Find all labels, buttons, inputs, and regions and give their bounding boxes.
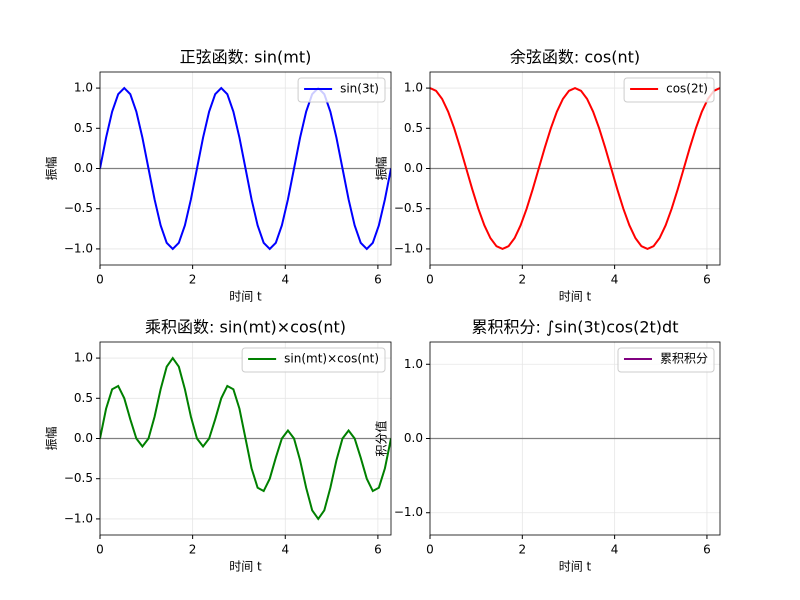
subplot-title: 正弦函数: sin(mt) xyxy=(180,48,312,67)
y-tick-label: −1.0 xyxy=(64,241,93,255)
y-tick-label: 1.0 xyxy=(404,357,423,371)
x-tick-label: 2 xyxy=(189,543,197,557)
line xyxy=(100,356,391,521)
x-tick-label: 0 xyxy=(426,273,434,287)
legend-label: 累积积分 xyxy=(660,352,708,366)
axes-frame xyxy=(429,341,721,536)
y-tick-label: 0.0 xyxy=(404,431,423,445)
x-axis-label: 时间 t xyxy=(559,290,592,304)
x-tick-label: 6 xyxy=(703,543,711,557)
x-tick-label: 0 xyxy=(96,273,104,287)
x-axis-label: 时间 t xyxy=(559,560,592,574)
x-tick-label: 4 xyxy=(611,273,619,287)
axes-frame xyxy=(429,71,721,266)
axes-frame xyxy=(99,71,392,266)
x-tick-label: 0 xyxy=(96,543,104,557)
x-tick-label: 0 xyxy=(426,543,434,557)
y-tick-label: 0.5 xyxy=(404,121,423,135)
legend-box xyxy=(617,347,715,373)
x-tick-label: 4 xyxy=(611,543,619,557)
y-axis-label: 振幅 xyxy=(44,156,59,180)
line xyxy=(430,86,720,251)
x-axis-label: 时间 t xyxy=(229,560,262,574)
y-tick-label: −0.5 xyxy=(64,471,93,485)
y-tick-label: 1.0 xyxy=(404,81,423,95)
y-tick-label: 0.0 xyxy=(74,431,93,445)
x-tick-label: 6 xyxy=(703,273,711,287)
x-tick-label: 2 xyxy=(518,273,526,287)
y-tick-label: −0.5 xyxy=(64,201,93,215)
legend-label: sin(3t) xyxy=(340,82,379,96)
legend-label: cos(2t) xyxy=(666,82,708,96)
x-tick-label: 4 xyxy=(281,543,289,557)
x-tick-label: 6 xyxy=(374,273,382,287)
y-tick-label: 1.0 xyxy=(74,351,93,365)
y-tick-label: −1.0 xyxy=(394,241,423,255)
legend-box xyxy=(623,77,715,103)
subplot-title: 累积积分: ∫sin(3t)cos(2t)dt xyxy=(472,318,679,337)
y-axis-label: 振幅 xyxy=(374,156,389,180)
y-tick-label: −1.0 xyxy=(64,511,93,525)
line xyxy=(100,86,391,251)
subplot-title: 余弦函数: cos(nt) xyxy=(510,48,640,67)
x-tick-label: 2 xyxy=(518,543,526,557)
axes-frame xyxy=(99,341,392,536)
y-tick-label: 0.0 xyxy=(74,161,93,175)
subplot-title: 乘积函数: sin(mt)×cos(nt) xyxy=(145,318,346,337)
x-tick-label: 2 xyxy=(189,273,197,287)
x-tick-label: 6 xyxy=(374,543,382,557)
y-tick-label: −0.5 xyxy=(394,201,423,215)
y-axis-label: 积分值 xyxy=(374,420,389,456)
y-tick-label: 1.0 xyxy=(74,81,93,95)
y-axis-label: 振幅 xyxy=(44,426,59,450)
y-tick-label: 0.0 xyxy=(404,161,423,175)
legend-box xyxy=(241,347,386,373)
y-tick-label: −1.0 xyxy=(394,505,423,519)
legend-box xyxy=(297,77,386,103)
legend-label: sin(mt)×cos(nt) xyxy=(284,352,379,366)
y-tick-label: 0.5 xyxy=(74,121,93,135)
x-axis-label: 时间 t xyxy=(229,290,262,304)
y-tick-label: 0.5 xyxy=(74,391,93,405)
x-tick-label: 4 xyxy=(281,273,289,287)
